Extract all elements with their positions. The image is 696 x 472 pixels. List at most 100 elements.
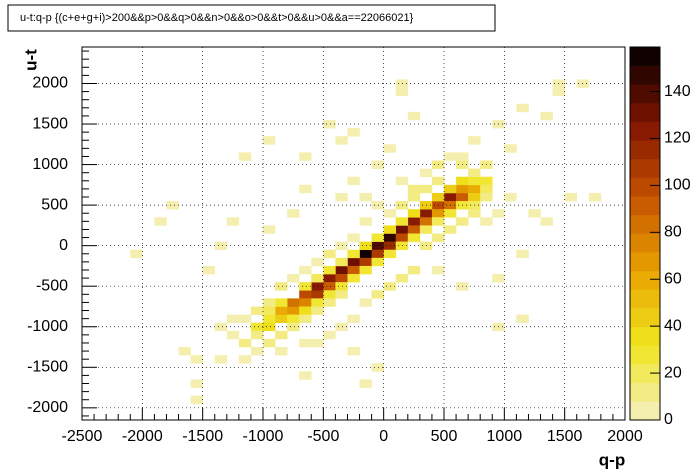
cell [480, 184, 493, 194]
cell [407, 225, 421, 234]
cell [335, 322, 348, 332]
colorbar-band [630, 84, 660, 104]
cell [468, 168, 481, 178]
x-tick-label: 0 [379, 428, 388, 445]
colorbar-band [630, 214, 660, 234]
cell [431, 209, 445, 218]
cell [431, 233, 445, 242]
cell [347, 265, 360, 275]
cell [407, 209, 421, 218]
cell [456, 152, 469, 161]
cell [383, 209, 397, 218]
cell [395, 87, 409, 96]
cell [323, 298, 336, 307]
cell [335, 257, 348, 267]
cell [287, 306, 300, 315]
cell [323, 282, 336, 291]
colorbar-band [630, 401, 660, 421]
y-tick-label: 0 [59, 237, 68, 254]
colorbar-band [630, 345, 660, 365]
cell [480, 217, 493, 226]
colorbar-band [630, 364, 660, 383]
cell [226, 330, 240, 340]
cell [299, 265, 312, 275]
cell [395, 79, 409, 88]
cell [299, 306, 312, 315]
cell [238, 314, 252, 323]
cell [456, 192, 469, 202]
y-tick-label: 1500 [32, 115, 68, 132]
cell [359, 241, 372, 251]
cell [371, 257, 384, 267]
cell [431, 176, 445, 186]
cell [407, 265, 421, 275]
cell [383, 144, 397, 153]
cell [371, 201, 384, 210]
cell [275, 282, 288, 291]
cell [275, 298, 288, 307]
cell [395, 274, 409, 283]
cell [516, 249, 529, 259]
x-tick-label: 1500 [547, 428, 583, 445]
colorbar-band [630, 177, 660, 197]
x-tick-label: -2000 [122, 428, 163, 445]
cell [238, 338, 252, 348]
cell [311, 338, 324, 348]
cell [299, 298, 312, 307]
cell [311, 257, 324, 267]
cell [263, 314, 276, 323]
cell [431, 265, 445, 275]
cell [395, 233, 409, 242]
cell [263, 338, 276, 348]
cell [299, 314, 312, 323]
cell [383, 249, 397, 259]
cell [516, 103, 529, 113]
cell [492, 209, 505, 218]
colorbar-tick-label: 20 [664, 364, 682, 381]
cell [347, 249, 360, 259]
colorbar-band [630, 308, 660, 328]
cell [238, 152, 252, 161]
cell [419, 225, 433, 234]
cell [299, 371, 312, 380]
cell [226, 217, 240, 226]
cell [456, 176, 469, 186]
cell [407, 184, 421, 194]
x-axis-label: q-p [599, 450, 625, 469]
cell [250, 306, 264, 315]
cell [456, 184, 469, 194]
cell [311, 274, 324, 283]
cell [190, 395, 203, 405]
cell [299, 290, 312, 299]
x-tick-label: -1500 [182, 428, 223, 445]
cell [299, 184, 312, 194]
cell [419, 168, 433, 178]
y-tick-label: 2000 [32, 75, 68, 92]
cell [287, 209, 300, 218]
cell [383, 233, 397, 242]
cell [275, 347, 288, 356]
cell [419, 184, 433, 194]
cell [190, 379, 203, 388]
cell [383, 282, 397, 291]
cell [456, 217, 469, 226]
colorbar-band [630, 233, 660, 253]
cell [395, 176, 409, 186]
cell [347, 314, 360, 323]
cell [359, 265, 372, 275]
colorbar-tick-label: 120 [664, 130, 691, 147]
cell [263, 225, 276, 234]
cell [190, 355, 203, 364]
cell [130, 249, 143, 259]
cell [468, 209, 481, 218]
cell [395, 225, 409, 234]
cell [444, 152, 457, 161]
cell [431, 192, 445, 202]
cell [371, 290, 384, 299]
cell [347, 176, 360, 186]
cell [299, 152, 312, 161]
cell [275, 314, 288, 323]
cell [347, 274, 360, 283]
cell [166, 201, 179, 210]
y-tick-label: -1000 [27, 318, 68, 335]
